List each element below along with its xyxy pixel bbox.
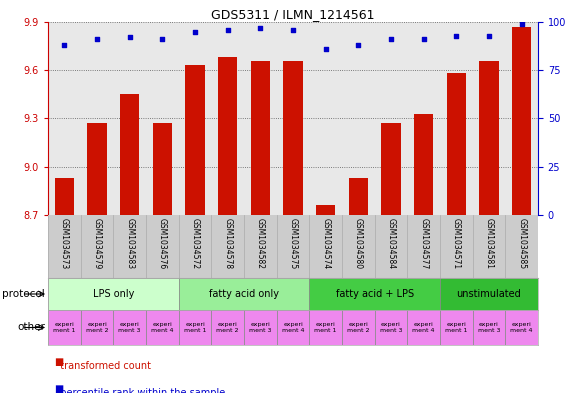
Text: GSM1034572: GSM1034572 [190,218,200,269]
Text: GSM1034584: GSM1034584 [386,218,396,269]
Text: experi
ment 2: experi ment 2 [347,322,369,333]
Bar [87,123,107,215]
Bar [375,310,407,345]
Bar [283,61,303,215]
Point [321,46,330,52]
Bar [473,310,505,345]
Bar [277,310,309,345]
Bar [218,57,237,215]
Bar [113,310,146,345]
Bar [81,310,113,345]
Text: GSM1034585: GSM1034585 [517,218,526,269]
Bar [179,278,309,310]
Point [288,27,298,33]
Text: GSM1034580: GSM1034580 [354,218,363,269]
Bar [479,61,499,215]
Text: GSM1034575: GSM1034575 [288,218,298,269]
Point [256,25,265,31]
Text: experi
ment 1: experi ment 1 [314,322,337,333]
Bar [381,123,401,215]
Text: GSM1034579: GSM1034579 [92,218,101,269]
Text: LPS only: LPS only [93,289,134,299]
Bar [120,94,139,215]
Text: GSM1034582: GSM1034582 [256,218,265,269]
Point [158,36,167,42]
Text: GSM1034573: GSM1034573 [60,218,69,269]
Text: ■: ■ [54,384,63,393]
Bar [309,278,440,310]
Bar [55,178,74,215]
Bar [440,310,473,345]
Text: experi
ment 3: experi ment 3 [380,322,403,333]
Point [190,29,200,35]
Point [419,36,428,42]
Point [452,32,461,39]
Point [354,42,363,48]
Text: experi
ment 4: experi ment 4 [412,322,435,333]
Text: unstimulated: unstimulated [456,289,521,299]
Bar [349,178,368,215]
Text: experi
ment 3: experi ment 3 [478,322,500,333]
Bar [153,123,172,215]
Bar [342,310,375,345]
Text: GSM1034583: GSM1034583 [125,218,134,269]
Text: experi
ment 1: experi ment 1 [184,322,206,333]
Text: GSM1034581: GSM1034581 [484,218,494,269]
Text: experi
ment 3: experi ment 3 [249,322,271,333]
Bar [309,310,342,345]
Bar [505,310,538,345]
Bar [512,27,531,215]
Text: experi
ment 1: experi ment 1 [445,322,467,333]
Text: other: other [17,323,45,332]
Text: GSM1034576: GSM1034576 [158,218,167,269]
Text: experi
ment 4: experi ment 4 [151,322,173,333]
Bar [447,73,466,215]
Bar [185,65,205,215]
Text: transformed count: transformed count [54,361,151,371]
Bar [179,310,211,345]
Point [223,27,233,33]
Point [517,21,526,27]
Bar [316,206,335,215]
Bar [48,310,81,345]
Text: experi
ment 4: experi ment 4 [282,322,304,333]
Bar [211,310,244,345]
Text: experi
ment 4: experi ment 4 [510,322,533,333]
Bar [48,278,179,310]
Point [125,34,135,40]
Text: percentile rank within the sample: percentile rank within the sample [54,388,225,393]
Text: fatty acid + LPS: fatty acid + LPS [336,289,414,299]
Point [60,42,69,48]
Text: experi
ment 1: experi ment 1 [53,322,75,333]
Text: GSM1034574: GSM1034574 [321,218,330,269]
Text: ■: ■ [54,357,63,367]
Text: experi
ment 3: experi ment 3 [118,322,141,333]
Text: experi
ment 2: experi ment 2 [216,322,239,333]
Bar [414,114,433,215]
Text: GSM1034578: GSM1034578 [223,218,232,269]
Text: protocol: protocol [2,289,45,299]
Title: GDS5311 / ILMN_1214561: GDS5311 / ILMN_1214561 [211,8,375,21]
Bar [440,278,538,310]
Text: fatty acid only: fatty acid only [209,289,279,299]
Bar [407,310,440,345]
Bar [251,61,270,215]
Text: GSM1034571: GSM1034571 [452,218,461,269]
Point [386,36,396,42]
Point [484,32,494,39]
Bar [146,310,179,345]
Text: experi
ment 2: experi ment 2 [86,322,108,333]
Bar [244,310,277,345]
Text: GSM1034577: GSM1034577 [419,218,428,269]
Point [92,36,101,42]
